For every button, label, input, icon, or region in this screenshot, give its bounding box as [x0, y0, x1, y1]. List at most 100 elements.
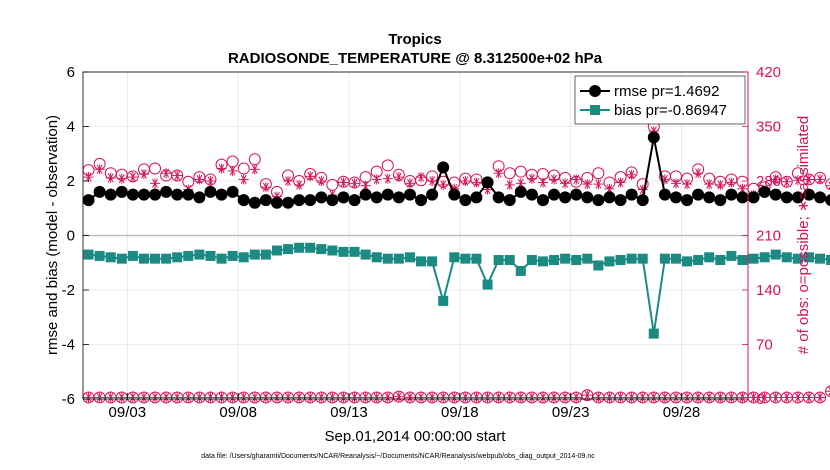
chart-title: Tropics [388, 31, 441, 48]
rmse-point [282, 196, 295, 209]
obs-possible-marker [381, 159, 394, 172]
obs-assimilated-marker [504, 179, 515, 190]
bias-point [493, 255, 504, 266]
obs-floor-assimilated-marker [549, 392, 560, 403]
bias-point [83, 249, 94, 260]
bias-point [626, 253, 637, 264]
legend: rmse pr=1.4692 bias pr=-0.86947 [574, 75, 746, 125]
obs-assimilated-marker [715, 179, 726, 190]
obs-floor-assimilated-marker [803, 392, 814, 403]
bias-point [537, 256, 548, 267]
legend-rmse-marker [589, 85, 601, 97]
bias-point [670, 253, 681, 264]
obs-floor-assimilated-marker [205, 392, 216, 403]
obs-assimilated-marker [161, 168, 172, 179]
rmse-point [237, 194, 250, 207]
obs-floor-assimilated-marker [704, 392, 715, 403]
obs-floor-assimilated-marker [427, 392, 438, 403]
obs-floor-assimilated-marker [294, 392, 305, 403]
obs-possible-marker [780, 175, 793, 188]
bias-point [682, 256, 693, 267]
obs-possible-marker [503, 167, 516, 180]
bias-point [792, 253, 803, 264]
rmse-point [248, 196, 261, 209]
rmse-point [636, 194, 649, 207]
obs-floor-assimilated-marker [371, 392, 382, 403]
obs-assimilated-marker [83, 172, 94, 183]
rmse-point [647, 131, 660, 144]
obs-floor-assimilated-marker [715, 392, 726, 403]
obs-assimilated-marker [249, 164, 260, 175]
obs-floor-assimilated-marker [815, 392, 826, 403]
y-axis-label: rmse and bias (model - observation) [44, 115, 61, 355]
rmse-point [82, 194, 95, 207]
obs-floor-assimilated-marker [183, 392, 194, 403]
rmse-point [758, 185, 771, 198]
rmse-point [370, 191, 383, 204]
obs-assimilated-marker [238, 174, 249, 185]
obs-floor-assimilated-marker [737, 392, 748, 403]
data-file-footnote: data file: /Users/gharamti/Documents/NCA… [201, 453, 595, 460]
rmse-point [802, 188, 815, 201]
rmse-point [337, 191, 350, 204]
obs-floor-assimilated-marker [283, 392, 294, 403]
obs-assimilated-marker [105, 172, 116, 183]
rmse-point [115, 185, 128, 198]
obs-floor-assimilated-marker [116, 392, 127, 403]
y-tick-label: 4 [67, 119, 75, 136]
obs-floor-assimilated-marker [360, 392, 371, 403]
bias-point [704, 252, 715, 263]
obs-floor-assimilated-marker [316, 392, 327, 403]
obs-assimilated-marker [283, 176, 294, 186]
y-tick-label: 2 [67, 173, 75, 190]
bias-point [471, 253, 482, 264]
obs-floor-assimilated-marker [438, 392, 449, 403]
bias-point [659, 253, 670, 264]
obs-assimilated-marker [216, 163, 227, 174]
obs-floor-possible-marker [581, 389, 594, 402]
rmse-point [769, 188, 782, 201]
bias-point [94, 250, 105, 261]
obs-floor-assimilated-marker [648, 392, 659, 403]
bias-point [161, 253, 172, 264]
obs-assimilated-marker [615, 177, 626, 188]
obs-assimilated-marker [792, 175, 803, 186]
obs-floor-assimilated-marker [460, 392, 471, 403]
bias-point [183, 250, 194, 261]
obs-floor-assimilated-marker [260, 392, 271, 403]
obs-assimilated-marker [205, 176, 216, 186]
rmse-point [503, 194, 516, 207]
obs-assimilated-marker [460, 176, 471, 186]
bias-point [582, 253, 593, 264]
obs-possible-marker [237, 162, 250, 175]
rmse-point [581, 191, 594, 204]
bias-point [216, 253, 227, 264]
rmse-point [304, 194, 317, 207]
rmse-point [658, 188, 671, 201]
star-stroke [828, 181, 830, 185]
obs-assimilated-marker [726, 177, 737, 188]
bias-point [327, 245, 338, 256]
bias-point [150, 253, 161, 264]
rmse-point [149, 188, 162, 201]
obs-assimilated-marker [427, 176, 438, 186]
rmse-point [692, 188, 705, 201]
rmse-point [814, 191, 827, 204]
obs-assimilated-marker [338, 177, 349, 188]
obs-assimilated-marker [593, 179, 604, 190]
bias-point [560, 253, 571, 264]
obs-floor-assimilated-marker [105, 392, 116, 403]
obs-floor-assimilated-marker [571, 392, 582, 403]
rmse-point [492, 191, 505, 204]
bias-point [460, 253, 471, 264]
obs-assimilated-marker [416, 172, 427, 183]
obs-assimilated-marker [582, 179, 593, 190]
bias-point [138, 253, 149, 264]
obs-floor-assimilated-marker [560, 392, 571, 403]
rmse-point [470, 191, 483, 204]
bias-point [526, 255, 537, 266]
obs-floor-assimilated-marker [482, 392, 493, 403]
obs-floor-assimilated-marker [216, 392, 227, 403]
